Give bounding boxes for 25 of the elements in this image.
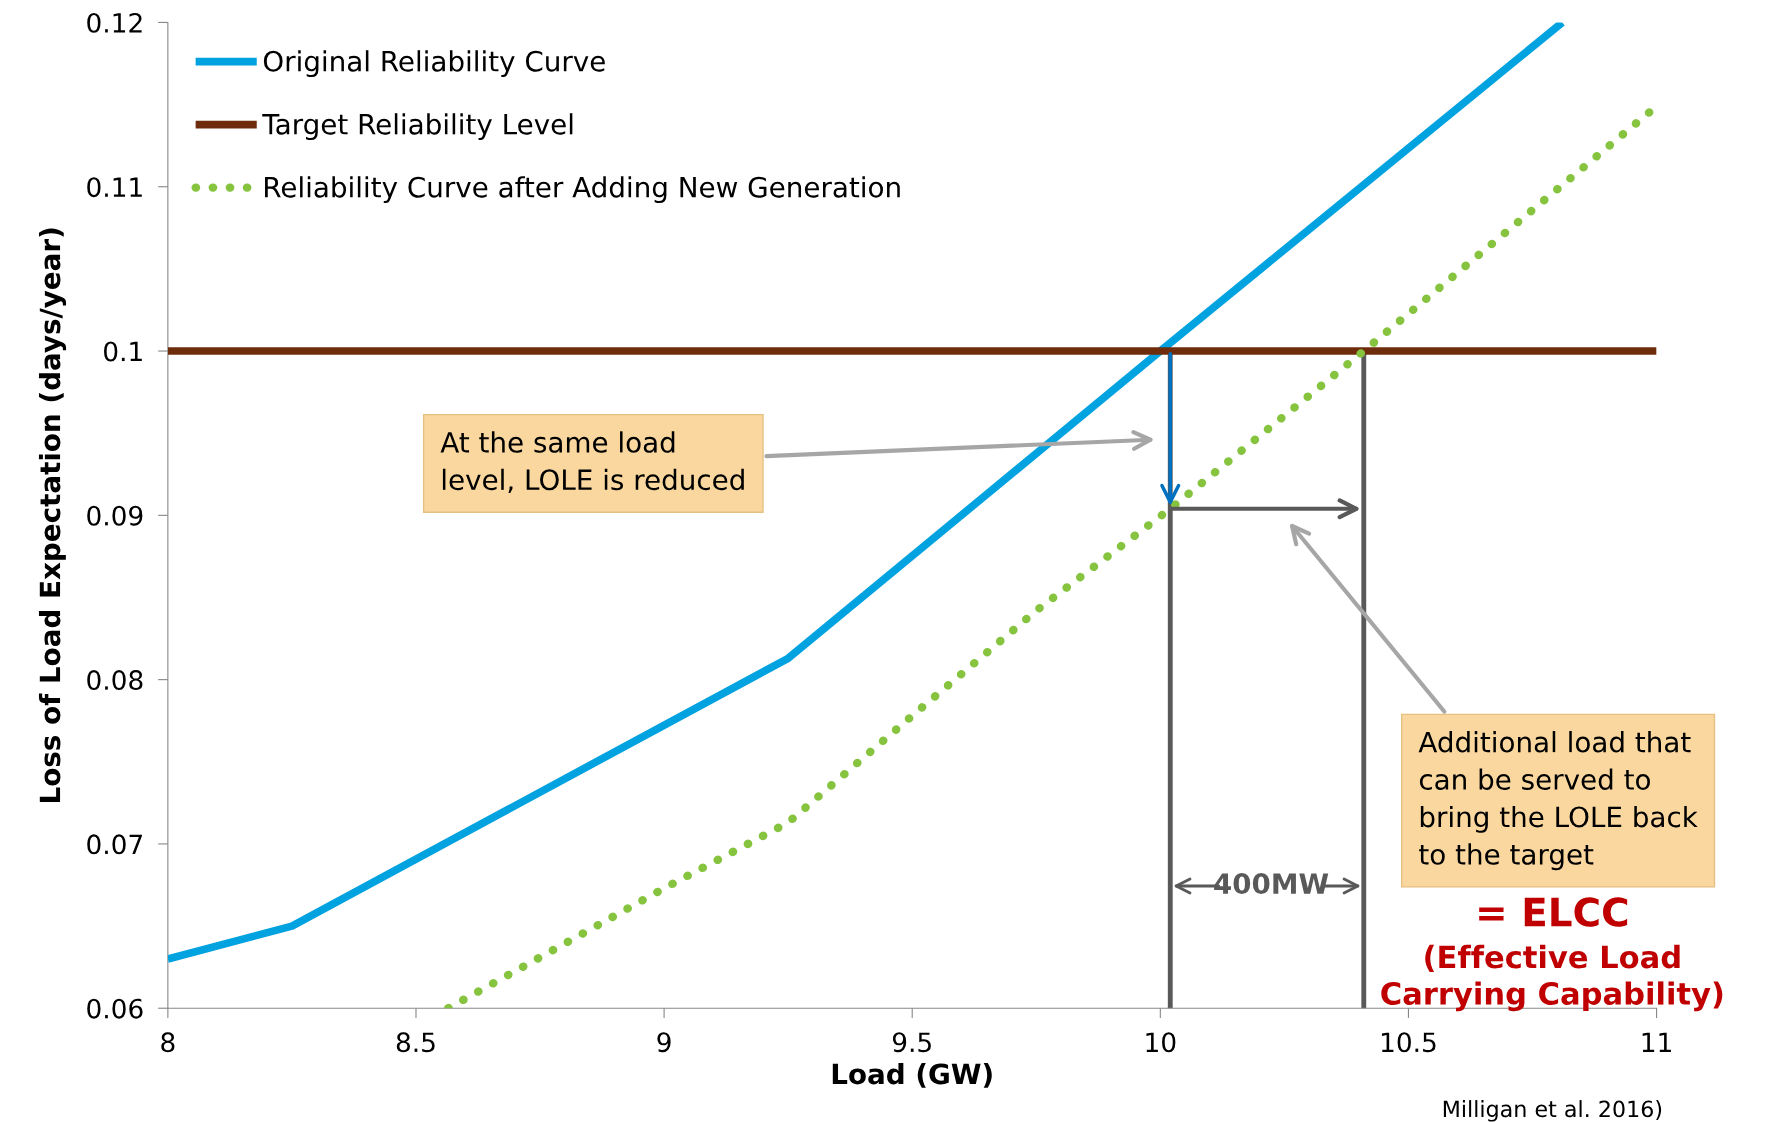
y-tick-label: 0.09 [87, 505, 143, 526]
annotation: = ELCC [1479, 897, 1628, 927]
y-tick-label: 0.11 [87, 177, 142, 198]
y-tick-label: 0.12 [87, 12, 142, 33]
legend-label: Original Reliability Curve [263, 50, 605, 78]
x-axis-title: Load (GW) [832, 1062, 992, 1088]
x-tick-label: 8 [161, 1032, 175, 1053]
x-tick-label: 10 [1146, 1032, 1176, 1053]
annotation: 400MW [1214, 873, 1329, 895]
legend-label: Target Reliability Level [262, 113, 573, 141]
annotation: At the same load level, LOLE is reduced [440, 431, 744, 494]
text: Milligan et al. 2016) [1443, 1100, 1662, 1122]
y-tick-label: 0.07 [87, 834, 142, 855]
x-tick-label: 9 [657, 1032, 671, 1053]
annotation: Additional load that can be served to bring the LOLE back to the target [1418, 731, 1698, 871]
x-tick-label: 9.5 [892, 1032, 931, 1053]
legend-label: Reliability Curve after Adding New Generation [265, 176, 900, 204]
y-tick-label: 0.06 [87, 998, 143, 1019]
x-tick-label: 11 [1642, 1032, 1671, 1052]
y-axis-title: Loss of Load Expectation (days/year) [38, 228, 67, 802]
y-tick-label: 0.1 [104, 341, 142, 362]
x-tick-label: 10.5 [1381, 1032, 1436, 1053]
x-tick-label: 8.5 [396, 1032, 435, 1053]
annotation: (Effective Load Carrying Capability) [1381, 944, 1723, 1012]
y-tick-label: 0.08 [87, 670, 143, 691]
